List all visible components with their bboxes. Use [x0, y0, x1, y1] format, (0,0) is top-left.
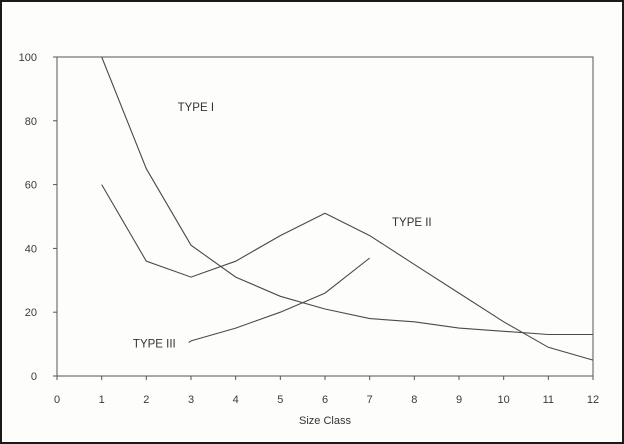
series-labels: TYPE I TYPE II TYPE III [133, 102, 432, 350]
x-tick-label: 1 [99, 394, 105, 406]
series-line-type-ii [102, 185, 593, 361]
type-iii-leader [189, 341, 191, 343]
y-tick-label: 20 [25, 307, 37, 319]
series-label-type-ii: TYPE II [392, 217, 432, 229]
y-tick-label: 60 [25, 180, 37, 192]
x-tick-label: 7 [367, 394, 373, 406]
x-tick-label: 11 [543, 394, 554, 406]
y-tick-label: 100 [19, 52, 37, 64]
series-lines [102, 57, 593, 360]
x-tick-label: 2 [143, 394, 149, 406]
series-label-type-iii: TYPE III [133, 338, 176, 350]
y-tick-label: 40 [25, 243, 37, 255]
series-line-type-iii [191, 258, 370, 341]
x-tick-label: 3 [188, 394, 194, 406]
series-label-type-i: TYPE I [178, 102, 214, 114]
x-tick-label: 4 [233, 394, 239, 406]
x-tick-label: 0 [54, 394, 60, 406]
x-tick-label: 6 [322, 394, 328, 406]
x-tick-label: 8 [411, 394, 417, 406]
y-tick-label: 0 [31, 371, 37, 383]
series-line-type-i [102, 57, 593, 335]
x-tick-label: 5 [277, 394, 283, 406]
y-tick-label: 80 [25, 116, 37, 128]
x-tick-label: 10 [498, 394, 510, 406]
plot-border [57, 57, 593, 376]
x-tick-label: 12 [587, 394, 599, 406]
x-axis-title: Size Class [299, 415, 351, 427]
x-tick-label: 9 [456, 394, 462, 406]
